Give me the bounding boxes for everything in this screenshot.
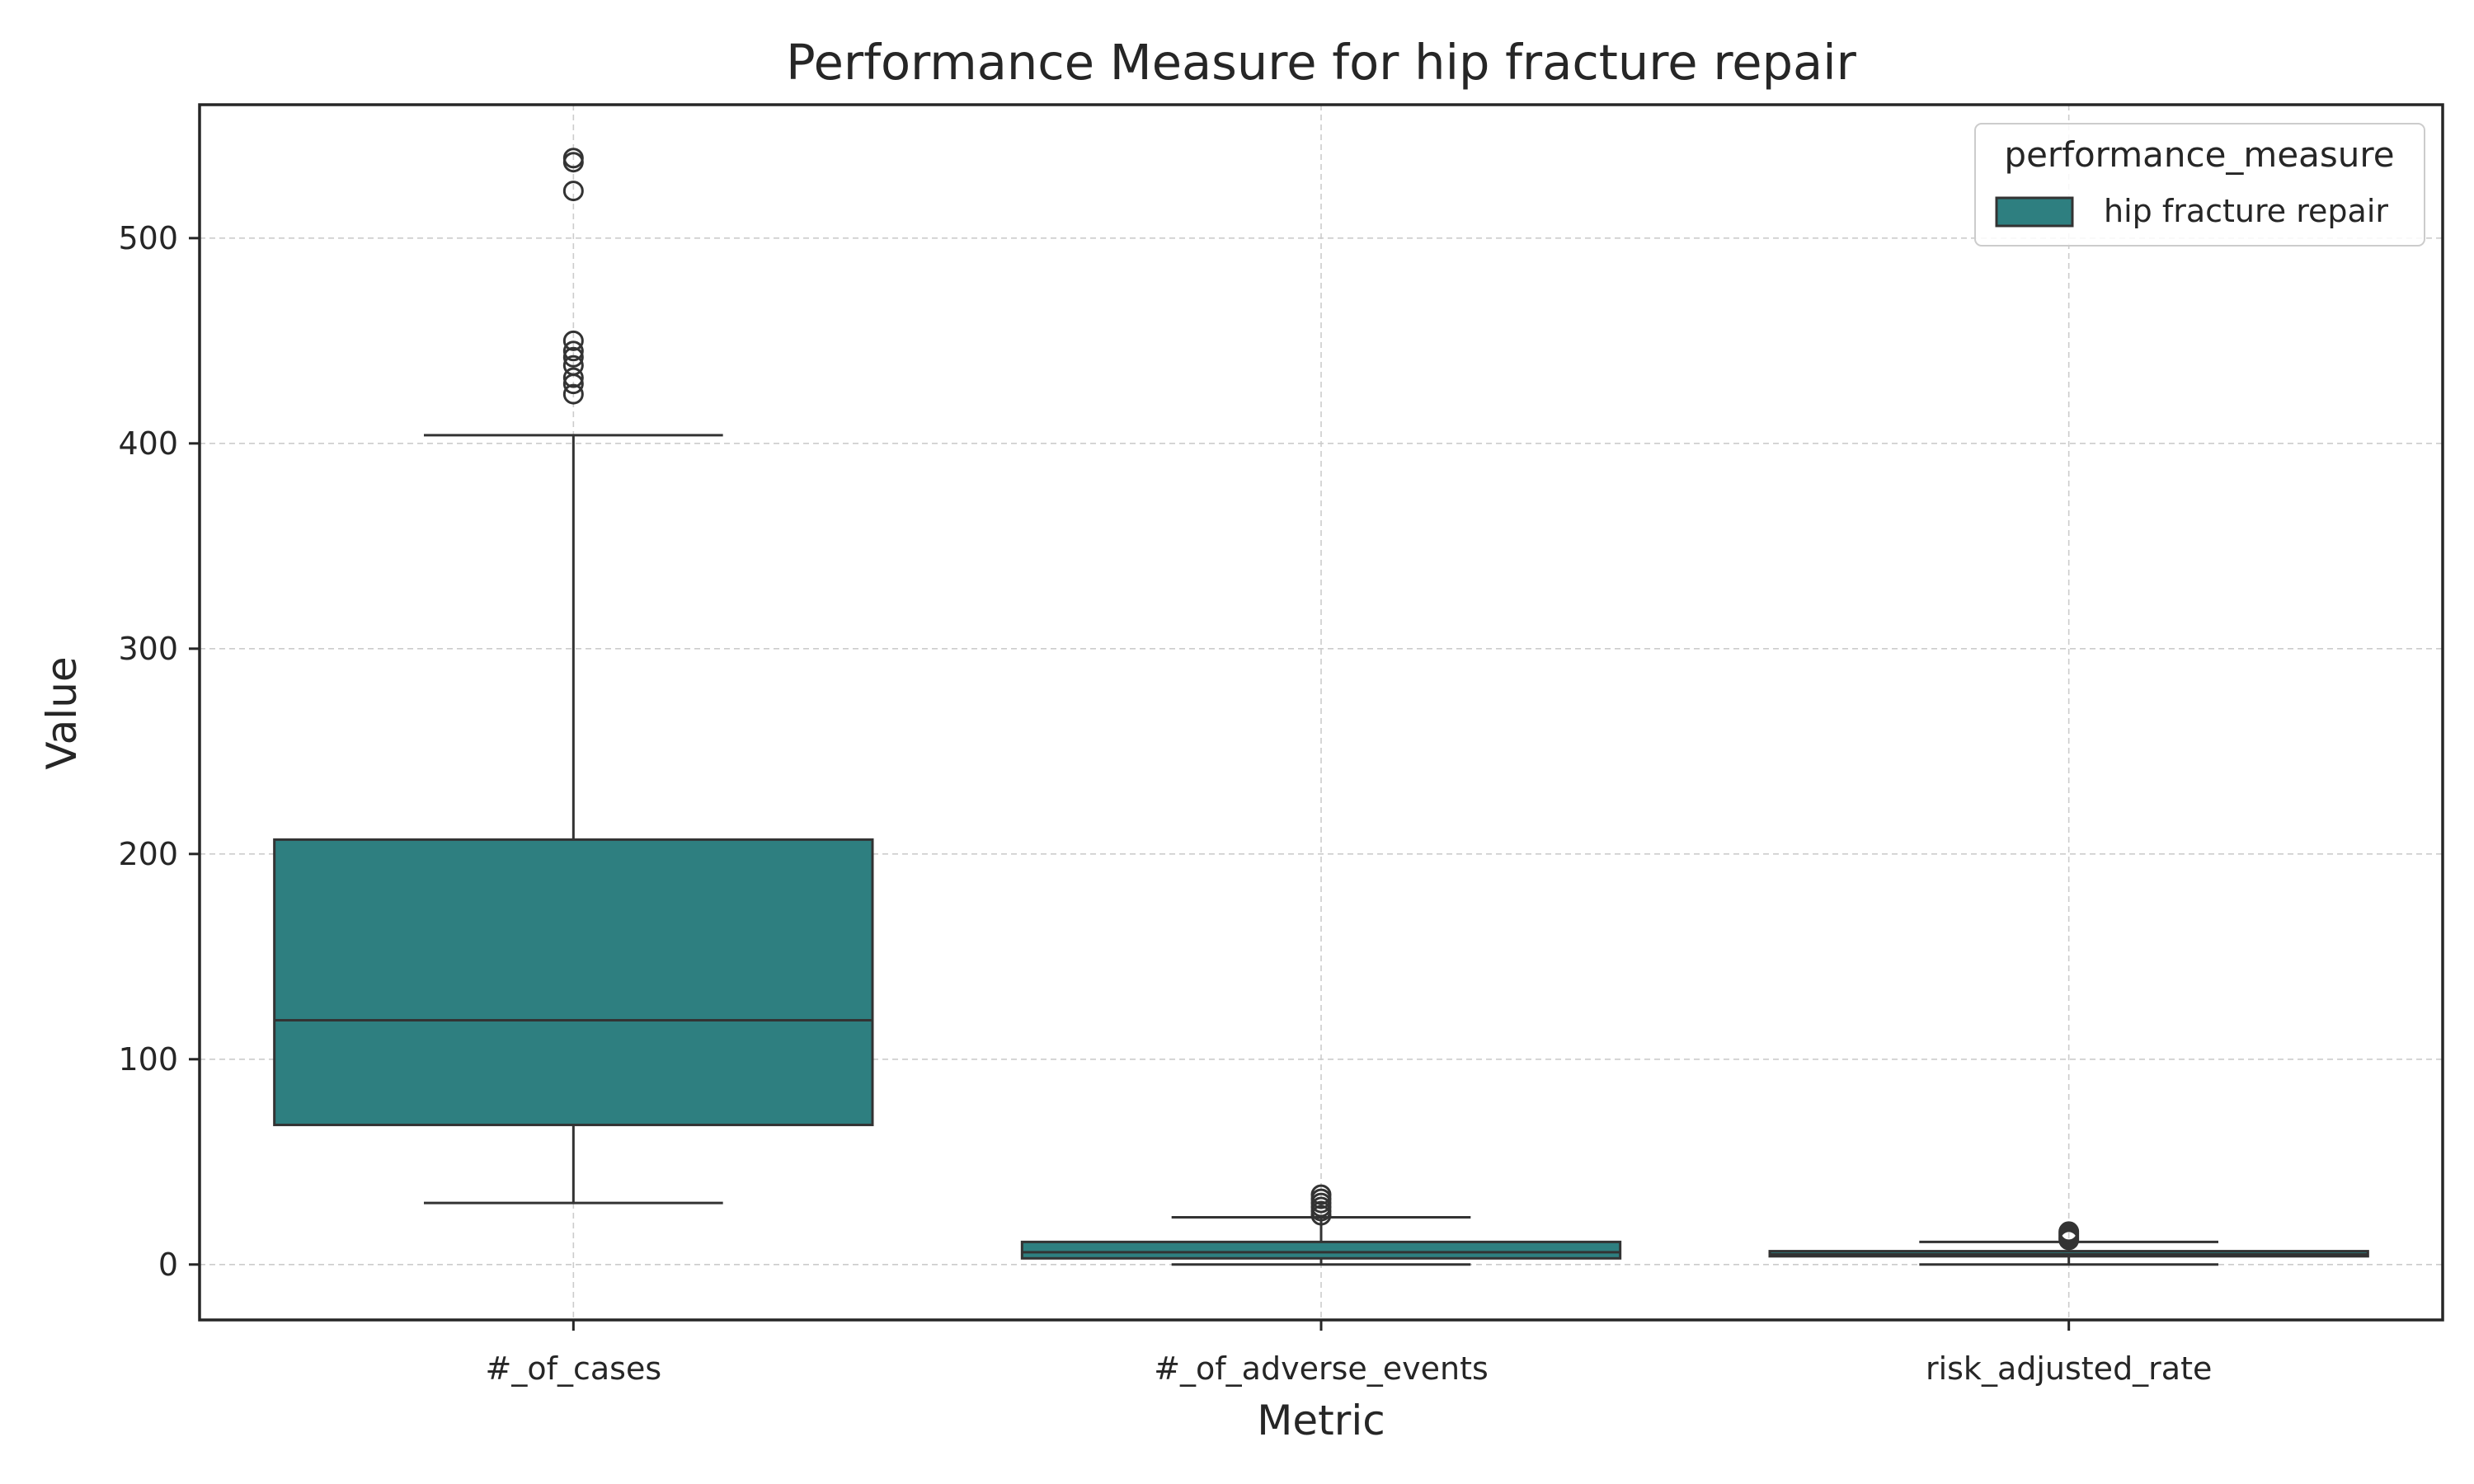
y-axis-title: Value <box>38 656 86 769</box>
y-tick-label: 0 <box>158 1247 178 1283</box>
outlier-point <box>562 340 584 362</box>
outlier-point <box>562 383 584 405</box>
legend-swatch <box>1995 196 2074 228</box>
x-tick-label: risk_adjusted_rate <box>1926 1350 2212 1387</box>
outlier-point <box>2058 1221 2080 1242</box>
outlier-point <box>1310 1184 1332 1205</box>
y-tick-label: 500 <box>118 220 178 256</box>
legend-title: performance_measure <box>2004 134 2394 175</box>
outlier-point <box>562 367 584 388</box>
x-axis-title: Metric <box>1257 1397 1385 1444</box>
x-tick-label: #_of_cases <box>486 1350 662 1387</box>
outlier-point <box>562 346 584 368</box>
y-tick-label: 100 <box>118 1041 178 1078</box>
box-3 <box>1768 1221 2369 1266</box>
y-tick-label: 200 <box>118 836 178 872</box>
legend: performance_measure hip fracture repair <box>1974 123 2425 247</box>
legend-frame <box>1974 123 2425 247</box>
outlier-point <box>562 181 584 202</box>
boxes <box>273 148 2369 1266</box>
outlier-point <box>562 355 584 376</box>
y-tick-label: 300 <box>118 631 178 667</box>
axis-ticks: 0 100 200 300 400 500 #_of_cases #_of_adverse_e… <box>118 220 2212 1387</box>
iqr-box <box>273 838 874 1126</box>
legend-label: hip fracture repair <box>2104 193 2388 229</box>
iqr-box <box>1020 1240 1622 1260</box>
x-tick-label: #_of_adverse_events <box>1154 1350 1489 1387</box>
chart-title: Performance Measure for hip fracture rep… <box>786 34 1856 91</box>
y-tick-label: 400 <box>118 425 178 462</box>
box-2 <box>1020 1184 1622 1266</box>
outlier-point <box>562 330 584 351</box>
outlier-point <box>562 148 584 169</box>
box-1 <box>273 148 874 1205</box>
